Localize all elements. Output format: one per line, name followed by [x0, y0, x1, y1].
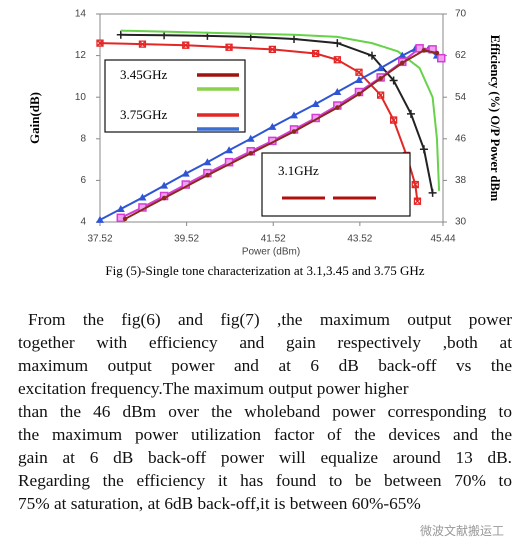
point — [398, 51, 407, 59]
point — [437, 53, 446, 63]
point — [421, 48, 427, 53]
point — [182, 41, 190, 49]
point — [411, 180, 419, 189]
text-line: 75% at saturation, at 6dB back-off,it is… — [18, 494, 421, 513]
text-line: Regarding the efficiency it has found to… — [18, 471, 512, 490]
point — [181, 169, 190, 177]
y-tick-label: 4 — [80, 217, 86, 228]
point — [419, 145, 428, 154]
point — [246, 134, 255, 142]
y2-tick-label: 38 — [455, 175, 467, 186]
point — [367, 51, 376, 60]
point — [268, 122, 277, 130]
point — [333, 39, 342, 48]
y-tick-label: 10 — [75, 92, 87, 103]
point — [389, 76, 398, 85]
point — [413, 197, 422, 205]
legend-label: 3.45GHz — [120, 67, 168, 82]
x-tick-label: 43.52 — [347, 234, 372, 245]
text-line: excitation frequency.The maximum output … — [18, 379, 409, 398]
chart: Gain(dB) Efficiency (%) O/P Power dBm Po… — [27, 9, 502, 278]
legend-label: 3.1GHz — [278, 163, 319, 178]
y2-axis-label: Efficiency (%) O/P Power dBm — [488, 35, 502, 202]
point — [406, 109, 415, 118]
point — [160, 181, 169, 189]
y2-tick-label: 54 — [455, 92, 467, 103]
point — [355, 68, 363, 76]
legend-box — [104, 59, 246, 133]
point — [225, 43, 233, 51]
legend-box — [261, 152, 411, 217]
point — [290, 111, 299, 119]
x-tick-label: 41.52 — [261, 234, 286, 245]
point — [389, 116, 398, 124]
text-line: maximum output power and at 6 dB back-of… — [18, 356, 512, 375]
point — [378, 76, 383, 81]
text-line: gain at 6 dB back-off power will equaliz… — [18, 448, 512, 467]
series-line — [120, 29, 441, 191]
y-tick-label: 8 — [80, 133, 86, 144]
y-tick-label: 12 — [75, 50, 87, 61]
y-tick-label: 14 — [75, 9, 87, 20]
point — [290, 34, 299, 43]
point — [205, 172, 210, 178]
point — [428, 188, 437, 197]
point — [161, 195, 167, 201]
x-axis-label: Power (dBm) — [242, 247, 300, 258]
point — [138, 40, 147, 48]
point — [333, 88, 342, 95]
y-axis-label: Gain(dB) — [27, 92, 42, 144]
text-line: than the 46 dBm over the wholeband power… — [18, 402, 512, 421]
point — [225, 146, 234, 154]
y2-tick-label: 70 — [455, 9, 467, 20]
point — [248, 151, 254, 156]
point — [354, 76, 363, 84]
point — [376, 91, 385, 99]
point — [434, 50, 440, 56]
legend-label: 3.75GHz — [120, 107, 168, 122]
x-tick-label: 45.44 — [430, 234, 455, 245]
point — [138, 193, 147, 201]
y-tick-label: 6 — [80, 175, 86, 186]
text-line: together with efficiency and gain respec… — [18, 333, 512, 352]
point — [335, 105, 340, 110]
series-line — [99, 47, 438, 221]
point — [96, 215, 104, 223]
point — [376, 64, 385, 72]
point — [312, 49, 320, 58]
plot-frame — [99, 13, 444, 223]
point — [311, 99, 320, 107]
watermark: 微波文献搬运工 — [420, 524, 505, 538]
y2-tick-label: 46 — [455, 133, 467, 144]
point — [96, 39, 104, 47]
caption: Fig (5)-Single tone characterization at … — [105, 263, 424, 278]
point — [116, 205, 125, 212]
point — [268, 45, 277, 54]
x-tick-label: 37.52 — [87, 234, 112, 245]
text-line: the maximum power utilization factor of … — [18, 425, 512, 444]
y2-tick-label: 30 — [455, 217, 467, 228]
point — [122, 216, 128, 222]
point — [356, 91, 362, 97]
point — [116, 30, 125, 39]
point — [291, 129, 297, 134]
x-tick-label: 39.52 — [174, 234, 199, 245]
point — [399, 60, 405, 66]
point — [203, 158, 212, 166]
point — [333, 56, 341, 64]
y2-tick-label: 62 — [455, 50, 467, 61]
text-line: From the fig(6) and fig(7) ,the maximum … — [28, 310, 512, 329]
